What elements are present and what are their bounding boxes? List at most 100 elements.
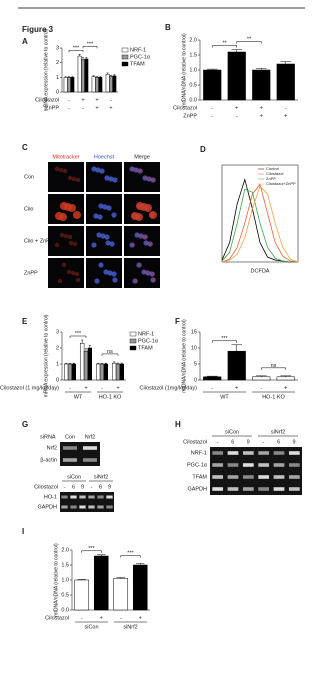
micrograph (124, 226, 160, 256)
bar (99, 363, 105, 381)
mitochondria (71, 176, 77, 182)
y-tick-label: 0.5 (61, 592, 69, 598)
condition-value: - (211, 385, 213, 391)
band (83, 446, 97, 450)
y-tick-label: 15 (191, 329, 197, 335)
column-header: Hoechst (94, 154, 115, 160)
histogram-line (221, 188, 298, 263)
condition-name: Cilostazol (35, 97, 59, 103)
band (258, 475, 270, 479)
group-label: siNrf2 (123, 624, 137, 630)
legend-swatch (129, 338, 137, 344)
y-axis-label: mRNA expression (relative to control) (43, 28, 49, 111)
blot (60, 442, 100, 466)
nucleus (94, 278, 100, 284)
bar (83, 350, 89, 381)
significance-label: *** (75, 331, 82, 337)
y-tick-label: 2.0 (61, 547, 69, 553)
blot (60, 492, 114, 512)
nucleus (143, 240, 149, 246)
bar (276, 376, 295, 381)
nucleus (105, 240, 111, 246)
mitochondria (75, 177, 81, 183)
condition-value: - (82, 105, 84, 111)
mitochondria (67, 175, 73, 181)
micrograph (124, 162, 160, 192)
y-axis-label: mtDNA/nDNA (relative to control) (53, 543, 59, 617)
bar (203, 376, 222, 381)
row-label: Cilo + ZnPP (24, 238, 54, 244)
condition-value: + (284, 113, 287, 119)
mitochondria (135, 213, 143, 221)
band (273, 463, 285, 467)
y-tick-label: 1.0 (61, 577, 69, 583)
y-axis-label: mtDNA/nDNA (relative to control) (181, 319, 187, 393)
band (212, 487, 224, 491)
y-tick-label: 1.5 (61, 562, 69, 568)
row-label: Cilo (24, 206, 33, 212)
group-label: siNrf2 (94, 474, 108, 480)
group-label: siCon (67, 474, 81, 480)
nucleus (93, 213, 99, 219)
condition-value: - (69, 385, 71, 391)
bar (67, 77, 71, 93)
mitochondria (68, 204, 76, 212)
significance-label: ns (271, 363, 277, 369)
condition-value: - (260, 385, 262, 391)
group-label: WT (74, 394, 83, 400)
band (288, 463, 300, 467)
nucleus (103, 269, 109, 275)
condition-name: ZnPP (45, 105, 59, 111)
significance-bracket (261, 367, 286, 370)
mitochondria (137, 262, 143, 268)
nucleus (129, 242, 135, 248)
bar (276, 63, 295, 101)
bar (105, 74, 110, 93)
y-tick-label: 0 (194, 377, 197, 383)
bar (109, 76, 113, 93)
bar (252, 69, 271, 101)
condition-value: + (95, 97, 98, 103)
mitochondria (54, 166, 60, 172)
nucleus (137, 168, 143, 174)
legend-swatch (121, 47, 129, 53)
nucleus (138, 233, 144, 239)
significance-bracket (212, 340, 237, 343)
nucleus (136, 262, 142, 268)
figure-title: Figure 3 (22, 25, 54, 34)
legend-swatch (129, 331, 137, 337)
band (227, 463, 239, 467)
nucleus (142, 234, 148, 240)
column-header: Merge (134, 154, 150, 160)
y-axis-label: mtDNA/nDNA (relative to control) (181, 33, 187, 107)
mitochondria (143, 234, 149, 240)
nucleus (129, 166, 135, 172)
bar (111, 362, 117, 381)
y-tick-label: 0.5 (189, 82, 197, 88)
bar (63, 363, 69, 381)
lane-label: 9 (247, 439, 250, 445)
condition-value: + (95, 105, 98, 111)
micrograph (48, 226, 84, 256)
nucleus (106, 205, 112, 211)
lane-label: 6 (231, 439, 234, 445)
histogram-line (221, 178, 298, 263)
legend-swatch (129, 345, 137, 351)
band (273, 451, 285, 455)
legend-label: Cilostazol (266, 171, 283, 176)
mitochondria (70, 270, 76, 276)
band (242, 463, 254, 467)
bar (227, 350, 246, 381)
significance-label: *** (87, 41, 94, 47)
panel-label: D (200, 145, 206, 154)
blot-header: siRNA (40, 434, 56, 440)
y-tick-label: 1 (56, 75, 59, 81)
group-label: HO-1 KO (262, 394, 285, 400)
bar (79, 342, 85, 381)
column-header: Mitotracker (52, 154, 79, 160)
bar (103, 363, 109, 381)
lane-label: Con (65, 434, 75, 440)
nucleus (134, 232, 140, 238)
band (70, 495, 77, 499)
band (288, 487, 300, 491)
